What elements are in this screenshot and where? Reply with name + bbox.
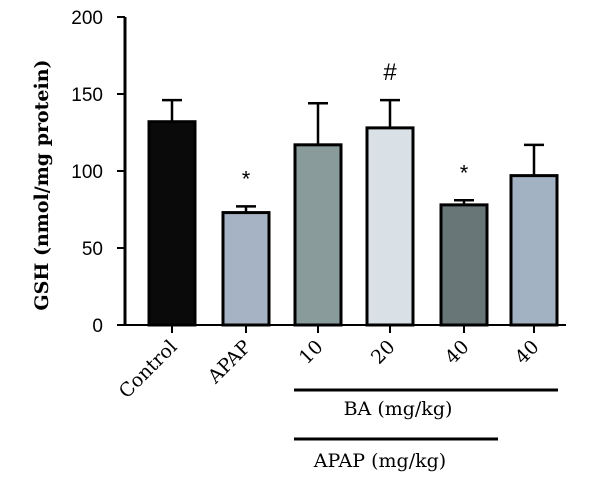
bar [221, 211, 271, 327]
group-label: BA (mg/kg) [344, 398, 453, 420]
y-tick-label: 150 [71, 85, 103, 106]
significance-marker: * [460, 160, 469, 185]
bar [147, 120, 197, 327]
x-tick-label: 40 [441, 336, 474, 369]
y-tick-label: 200 [71, 8, 103, 29]
bar [439, 203, 489, 327]
significance-marker: # [383, 59, 397, 86]
group-label: APAP (mg/kg) [313, 450, 446, 472]
y-tick-label: 100 [71, 162, 103, 183]
y-axis-label: GSH (nmol/mg protein) [31, 59, 53, 310]
bar [509, 174, 559, 327]
x-tick-label: 40 [511, 336, 544, 369]
y-tick-label: 0 [92, 316, 103, 337]
x-tick-label: 10 [295, 336, 328, 369]
y-tick-label: 50 [82, 239, 103, 260]
bar [365, 126, 415, 327]
x-tick-label: APAP [203, 336, 256, 389]
bar [293, 143, 343, 327]
significance-marker: * [242, 166, 251, 191]
x-tick-label: Control [115, 336, 182, 403]
x-tick-label: 20 [367, 336, 400, 369]
